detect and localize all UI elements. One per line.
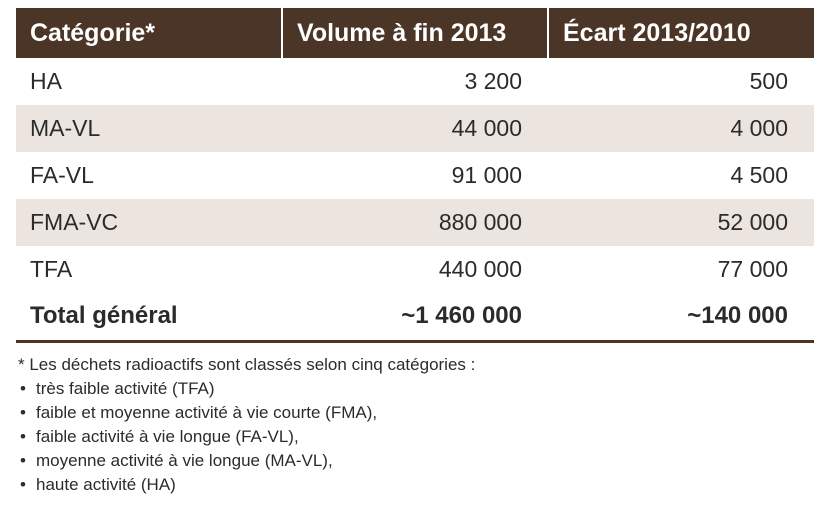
total-label: Total général xyxy=(16,293,282,343)
header-category: Catégorie* xyxy=(30,18,156,47)
row-category: FMA-VC xyxy=(30,209,119,235)
header-ecart: Écart 2013/2010 xyxy=(547,8,814,58)
footnote: * Les déchets radioactifs sont classés s… xyxy=(16,353,814,497)
list-item-text: faible activité à vie longue (FA-VL), xyxy=(36,426,299,446)
row-volume: 440 000 xyxy=(438,256,522,282)
header-volume: Volume à fin 2013 xyxy=(281,8,548,58)
row-ecart: 77 000 xyxy=(717,256,788,282)
list-item-text: faible et moyenne activité à vie courte … xyxy=(36,402,378,422)
row-ecart: 4 500 xyxy=(730,162,788,188)
total-volume: ~1 460 000 xyxy=(282,293,548,343)
bullet-icon: • xyxy=(20,378,26,398)
total-ecart: ~140 000 xyxy=(548,293,814,343)
list-item: • faible activité à vie longue (FA-VL), xyxy=(16,425,814,449)
list-item-text: haute activité (HA) xyxy=(36,474,176,494)
bullet-icon: • xyxy=(20,474,26,494)
header-row: Catégorie* Volume à fin 2013 Écart 2013/… xyxy=(16,8,814,58)
row-volume: 880 000 xyxy=(438,209,522,235)
bullet-icon: • xyxy=(20,402,26,422)
list-item-text: très faible activité (TFA) xyxy=(36,378,215,398)
row-volume: 44 000 xyxy=(451,115,522,141)
row-category: TFA xyxy=(30,256,73,282)
row-ecart: 4 000 xyxy=(730,115,788,141)
list-item: • haute activité (HA) xyxy=(16,473,814,497)
table-row: HA 3 200 500 xyxy=(16,58,814,105)
table-row: FA-VL 91 000 4 500 xyxy=(16,152,814,199)
table-body: HA 3 200 500 MA-VL 44 000 4 000 FA-VL 91… xyxy=(16,58,814,343)
bullet-icon: • xyxy=(20,450,26,470)
row-volume: 3 200 xyxy=(464,68,522,94)
row-category: MA-VL xyxy=(30,115,101,141)
list-item: • faible et moyenne activité à vie courte… xyxy=(16,401,814,425)
list-item: • très faible activité (TFA) xyxy=(16,377,814,401)
document-body: Catégorie* Volume à fin 2013 Écart 2013/… xyxy=(16,8,814,497)
row-ecart: 500 xyxy=(749,68,788,94)
row-volume: 91 000 xyxy=(451,162,522,188)
table-row: FMA-VC 880 000 52 000 xyxy=(16,199,814,246)
category-list: • très faible activité (TFA) • faible et m… xyxy=(16,377,814,497)
row-category: HA xyxy=(30,68,62,94)
waste-volume-table: Catégorie* Volume à fin 2013 Écart 2013/… xyxy=(16,8,814,343)
list-item: • moyenne activité à vie longue (MA-VL), xyxy=(16,449,814,473)
row-ecart: 52 000 xyxy=(717,209,788,235)
row-category: FA-VL xyxy=(30,162,94,188)
bullet-icon: • xyxy=(20,426,26,446)
footnote-intro: * Les déchets radioactifs sont classés s… xyxy=(18,354,476,374)
list-item-text: moyenne activité à vie longue (MA-VL), xyxy=(36,450,333,470)
table-header: Catégorie* Volume à fin 2013 Écart 2013/… xyxy=(16,8,814,58)
table-row: MA-VL 44 000 4 000 xyxy=(16,105,814,152)
total-row: Total général ~1 460 000 ~140 000 xyxy=(16,293,814,343)
table-row: TFA 440 000 77 000 xyxy=(16,246,814,293)
